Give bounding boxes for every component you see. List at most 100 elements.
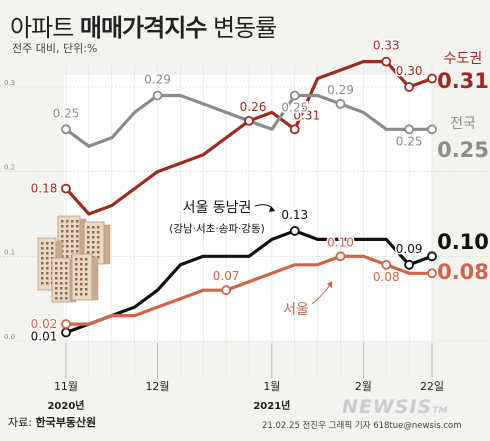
building-window xyxy=(55,282,58,285)
building-window xyxy=(85,273,88,276)
series-line-4 xyxy=(64,254,434,326)
point-marker xyxy=(335,251,346,262)
building-window xyxy=(97,246,100,249)
end-point-marker xyxy=(427,73,437,84)
building-window xyxy=(65,277,68,280)
building-window xyxy=(51,252,54,255)
building-2-side xyxy=(103,224,111,265)
building-4 xyxy=(51,257,71,303)
point-marker xyxy=(404,124,415,135)
building-window xyxy=(46,267,49,270)
building-window xyxy=(92,236,95,239)
building-window xyxy=(76,245,79,248)
series-subname-3: (강남·서초·송파·강동) xyxy=(169,223,265,235)
building-window xyxy=(65,282,68,285)
building-window xyxy=(66,230,69,233)
chart-subtitle: 전주 대비, 단위:% xyxy=(12,42,98,55)
data-label: 0.01 xyxy=(31,330,58,344)
y-tick-label: 0.0 xyxy=(4,333,15,341)
building-window xyxy=(76,235,79,238)
building-window xyxy=(80,288,83,291)
building-window xyxy=(46,262,49,265)
building-window xyxy=(85,268,88,271)
building-window xyxy=(61,220,64,223)
source-label: 자료: xyxy=(8,416,32,429)
building-window xyxy=(75,278,78,281)
title-part-3: 변동률 xyxy=(213,14,277,42)
building-window xyxy=(65,297,68,300)
building-window xyxy=(60,262,63,265)
y-tick-label: 0.3 xyxy=(4,79,15,87)
data-label: 0.25 xyxy=(281,100,308,114)
building-window xyxy=(46,242,49,245)
building-window xyxy=(55,287,58,290)
title-part-2: 매매가격지수 xyxy=(79,14,207,42)
building-window xyxy=(92,251,95,254)
data-label: 0.29 xyxy=(327,83,354,97)
building-window xyxy=(75,273,78,276)
building-window xyxy=(97,251,100,254)
building-window xyxy=(71,240,74,243)
building-window xyxy=(87,241,90,244)
building-window xyxy=(80,273,83,276)
building-window xyxy=(41,252,44,255)
data-label: 0.25 xyxy=(396,134,423,148)
building-window xyxy=(55,267,58,270)
building-window xyxy=(75,293,78,296)
building-window xyxy=(60,282,63,285)
building-window xyxy=(46,252,49,255)
point-marker xyxy=(244,115,254,126)
building-window xyxy=(80,263,83,266)
building-window xyxy=(71,235,74,238)
point-marker xyxy=(61,183,71,194)
point-marker xyxy=(61,327,71,338)
data-label: 0.02 xyxy=(31,317,58,331)
chart-title: 아파트 매매가격지수 변동률 xyxy=(10,8,277,43)
building-window xyxy=(41,262,44,265)
building-window xyxy=(55,292,58,295)
building-window xyxy=(55,272,58,275)
point-marker xyxy=(335,99,346,109)
building-window xyxy=(46,282,49,285)
building-window xyxy=(66,255,69,258)
year-label: 2020년 xyxy=(47,399,84,412)
building-window xyxy=(65,267,68,270)
building-window xyxy=(87,251,90,254)
series-name-4: 서울 xyxy=(283,302,309,318)
series-line-3 xyxy=(64,229,434,335)
end-value-2: 0.25 xyxy=(437,138,489,162)
building-window xyxy=(92,226,95,229)
building-window xyxy=(76,230,79,233)
building-window xyxy=(41,267,44,270)
x-tick-label: 11월 xyxy=(54,380,78,393)
building-window xyxy=(76,220,79,223)
end-point-marker xyxy=(427,268,437,279)
building-window xyxy=(46,277,49,280)
building-window xyxy=(87,226,90,229)
credit-line: 21.02.25 전진우 그래픽 기자 618tue@newsis.com xyxy=(262,421,462,431)
building-window xyxy=(61,225,64,228)
point-marker xyxy=(404,259,415,270)
building-window xyxy=(66,240,69,243)
building-window xyxy=(61,230,64,233)
building-window xyxy=(97,226,100,229)
data-label: 0.29 xyxy=(144,72,171,86)
data-label: 0.33 xyxy=(373,39,400,53)
building-window xyxy=(85,278,88,281)
data-label: 0.25 xyxy=(53,106,80,120)
building-window xyxy=(71,230,74,233)
data-label: 0.18 xyxy=(31,182,58,196)
building-window xyxy=(66,245,69,248)
building-window xyxy=(85,293,88,296)
source-name: 한국부동산원 xyxy=(35,416,97,429)
building-window xyxy=(75,258,78,261)
building-window xyxy=(66,220,69,223)
end-value-1: 0.31 xyxy=(437,69,489,93)
building-window xyxy=(60,272,63,275)
building-window xyxy=(80,293,83,296)
y-tick-label: 0.2 xyxy=(4,164,15,172)
data-label: 0.08 xyxy=(373,270,400,284)
building-window xyxy=(85,288,88,291)
